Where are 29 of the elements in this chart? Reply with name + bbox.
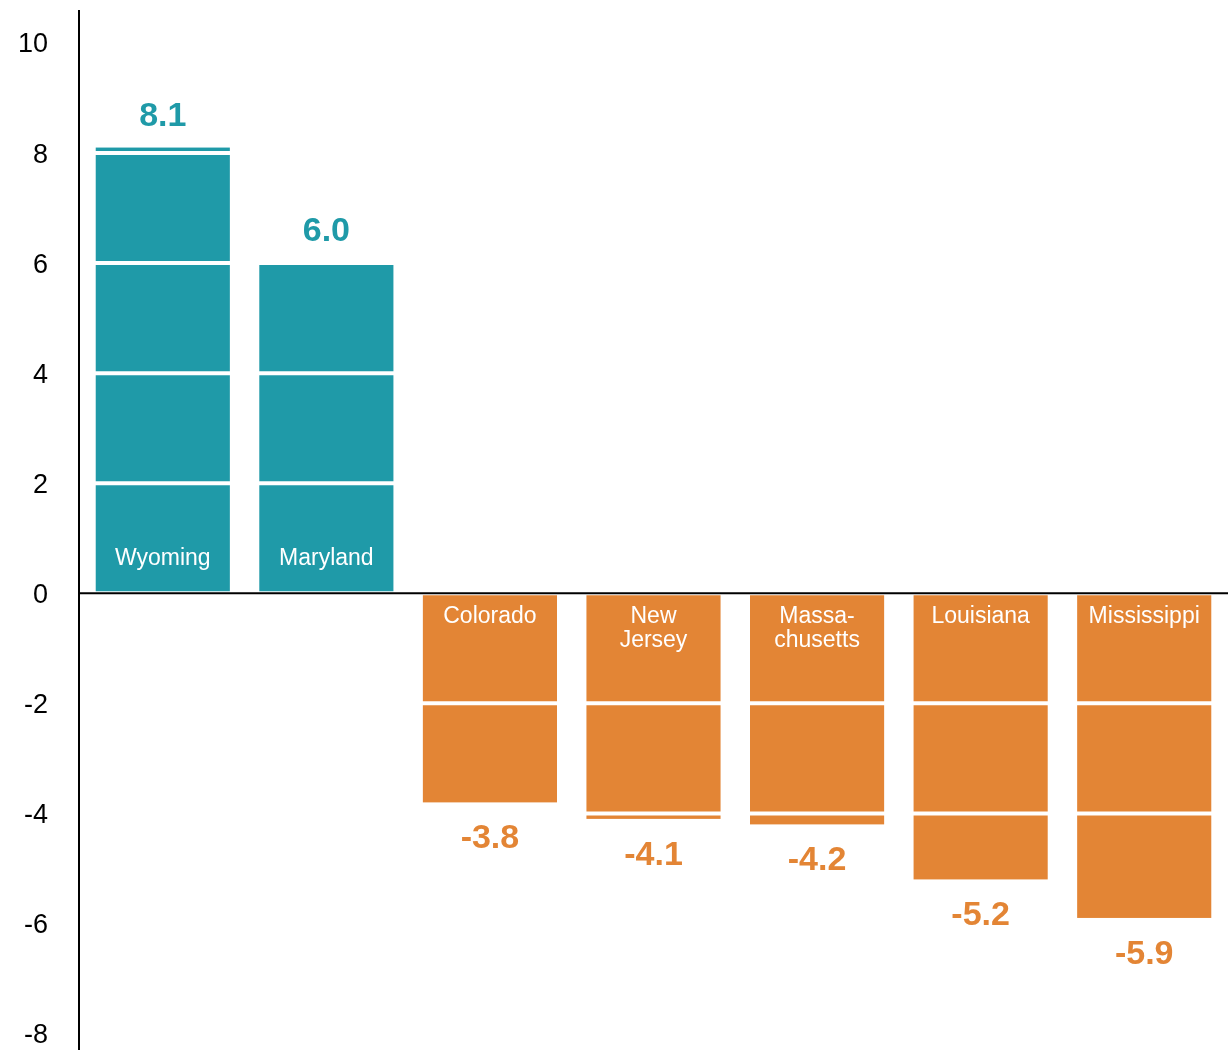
- bar: [422, 593, 557, 803]
- data-label: 8.1: [139, 94, 187, 133]
- y-tick-label: 0: [32, 578, 48, 609]
- data-label: -4.1: [624, 833, 683, 872]
- data-label: -4.2: [787, 839, 847, 878]
- x-tick-label: New Jersey: [619, 602, 688, 653]
- bar: [913, 593, 1048, 880]
- bar: [1077, 593, 1212, 918]
- data-label: 6.0: [302, 210, 350, 249]
- y-tick-label: 4: [32, 358, 48, 389]
- y-tick-label: -2: [23, 688, 48, 719]
- bar: [750, 593, 885, 825]
- data-label: -3.8: [460, 817, 520, 856]
- data-label: -5.2: [951, 894, 1010, 933]
- y-tick-label: -6: [23, 908, 48, 939]
- x-tick-label: Mississippi: [1088, 602, 1200, 629]
- y-tick-label: 2: [32, 468, 48, 499]
- y-tick-label: 6: [32, 248, 48, 279]
- data-label: -5.9: [1114, 932, 1174, 971]
- y-tick-label: 10: [17, 28, 48, 59]
- x-tick-label: Massa- chusetts: [774, 602, 860, 653]
- x-tick-label: Louisiana: [931, 602, 1031, 629]
- x-tick-label: Colorado: [443, 602, 537, 629]
- x-tick-label: Wyoming: [114, 544, 211, 571]
- y-tick-label: 8: [32, 138, 48, 169]
- bar: [586, 593, 721, 819]
- y-tick-label: -8: [23, 1018, 48, 1049]
- y-tick-label: -4: [23, 798, 48, 829]
- x-tick-label: Maryland: [279, 544, 374, 571]
